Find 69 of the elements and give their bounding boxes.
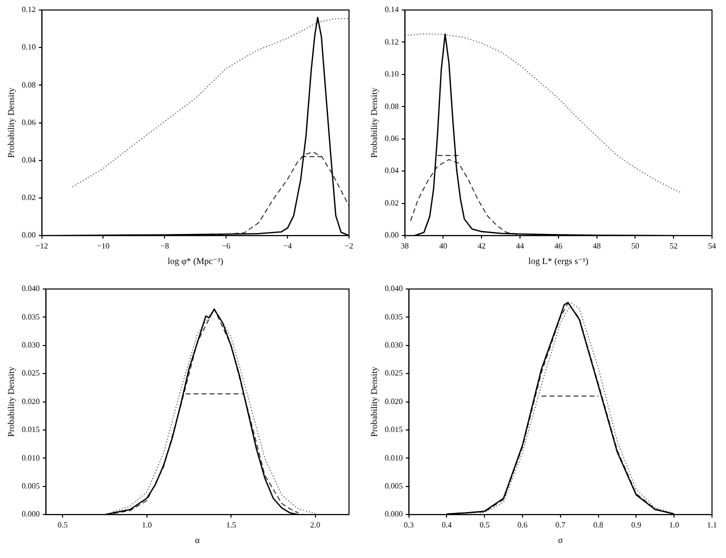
x-tick-label: 40 xyxy=(439,241,448,250)
x-tick-label: −12 xyxy=(36,241,48,250)
y-tick-label: 0.015 xyxy=(384,425,403,434)
y-tick-label: 0.10 xyxy=(384,70,399,79)
y-tick-label: 0.040 xyxy=(22,284,40,294)
y-axis-title: Probability Density xyxy=(368,366,379,437)
y-tick-label: 0.030 xyxy=(384,340,403,350)
x-tick-label: 2.0 xyxy=(310,520,320,530)
x-tick-label: 48 xyxy=(592,241,601,250)
y-tick-label: 0.08 xyxy=(384,102,399,111)
x-tick-label: 1.1 xyxy=(707,520,717,530)
x-axis-title: log L* (ergs s⁻¹) xyxy=(528,256,588,266)
x-tick-label: 50 xyxy=(631,241,640,250)
y-tick-label: 0.00 xyxy=(384,230,399,240)
y-tick-label: 0.025 xyxy=(22,368,40,378)
x-tick-label: 42 xyxy=(478,241,486,250)
y-tick-label: 0.14 xyxy=(384,5,399,14)
y-tick-label: 0.005 xyxy=(384,481,403,490)
x-tick-label: 1.0 xyxy=(669,520,680,530)
x-tick-label: 0.3 xyxy=(404,520,414,530)
y-tick-label: 0.035 xyxy=(384,312,403,322)
x-tick-label: 0.7 xyxy=(555,520,566,530)
x-tick-label: 0.4 xyxy=(442,520,452,530)
y-tick-label: 0.030 xyxy=(22,340,40,350)
x-tick-label: 0.5 xyxy=(58,520,68,530)
y-axis-title: Probability Density xyxy=(368,87,379,158)
y-tick-label: 0.02 xyxy=(22,193,36,202)
x-tick-label: −4 xyxy=(283,241,292,250)
x-tick-label: 0.9 xyxy=(631,520,642,530)
y-tick-label: 0.00 xyxy=(22,230,36,240)
y-tick-label: 0.06 xyxy=(22,118,36,127)
y-tick-label: 0.015 xyxy=(22,425,40,434)
x-tick-label: 1.5 xyxy=(226,520,236,530)
x-tick-label: −6 xyxy=(222,241,230,250)
y-tick-label: 0.08 xyxy=(22,80,36,90)
x-tick-label: 46 xyxy=(554,241,562,250)
y-tick-label: 0.020 xyxy=(384,396,403,406)
y-tick-label: 0.02 xyxy=(384,198,399,208)
y-tick-label: 0.10 xyxy=(22,42,36,52)
y-tick-label: 0.12 xyxy=(384,37,399,46)
x-tick-label: 38 xyxy=(400,241,409,250)
y-tick-label: 0.005 xyxy=(22,481,40,490)
y-tick-label: 0.020 xyxy=(22,396,40,406)
x-tick-label: 52 xyxy=(670,241,678,250)
y-tick-label: 0.040 xyxy=(384,284,403,294)
y-tick-label: 0.12 xyxy=(22,5,36,14)
y-tick-label: 0.025 xyxy=(384,368,403,378)
x-tick-label: 54 xyxy=(708,241,716,250)
x-tick-label: 0.5 xyxy=(480,520,490,530)
x-tick-label: −2 xyxy=(344,241,354,250)
x-tick-label: 0.6 xyxy=(518,520,528,530)
y-tick-label: 0.035 xyxy=(22,312,40,322)
y-tick-label: 0.06 xyxy=(384,134,399,144)
y-tick-label: 0.04 xyxy=(22,155,36,164)
x-tick-label: 0.8 xyxy=(593,520,604,530)
x-tick-label: 44 xyxy=(516,241,524,250)
y-tick-label: 0.000 xyxy=(384,510,403,519)
y-tick-label: 0.04 xyxy=(384,166,399,176)
y-tick-label: 0.000 xyxy=(22,510,40,519)
y-tick-label: 0.010 xyxy=(384,453,403,462)
y-axis-title: Probability Density xyxy=(6,366,16,437)
x-axis-title: log φ* (Mpc⁻³) xyxy=(168,256,224,266)
x-axis-title: α xyxy=(195,534,200,545)
x-tick-label: 1.0 xyxy=(142,520,152,530)
x-tick-label: −8 xyxy=(160,241,169,250)
y-tick-label: 0.010 xyxy=(22,453,40,462)
x-tick-label: −10 xyxy=(96,241,110,250)
x-axis-title: σ xyxy=(558,534,563,545)
y-axis-title: Probability Density xyxy=(6,87,16,158)
